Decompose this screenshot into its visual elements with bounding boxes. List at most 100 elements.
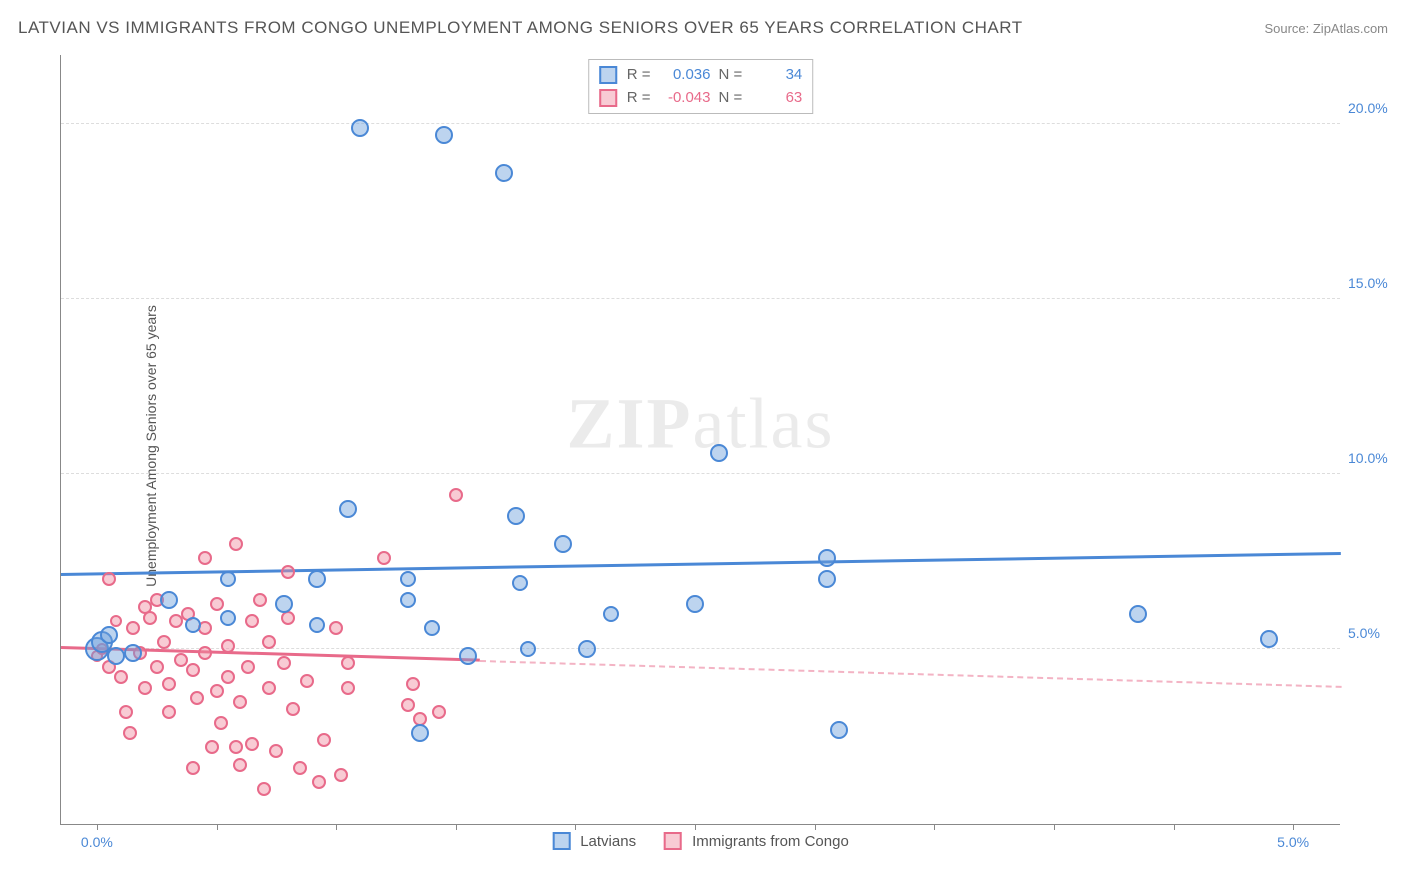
data-point xyxy=(143,611,157,625)
data-point xyxy=(603,606,619,622)
title-bar: LATVIAN VS IMMIGRANTS FROM CONGO UNEMPLO… xyxy=(18,18,1388,38)
gridline-h xyxy=(61,473,1340,474)
data-point xyxy=(309,617,325,633)
data-point xyxy=(162,705,176,719)
data-point xyxy=(507,507,525,525)
data-point xyxy=(233,695,247,709)
data-point xyxy=(449,488,463,502)
swatch-series2 xyxy=(664,832,682,850)
data-point xyxy=(157,635,171,649)
xtick xyxy=(1293,824,1294,830)
data-point xyxy=(220,571,236,587)
data-point xyxy=(205,740,219,754)
xtick xyxy=(97,824,98,830)
source-label: Source: ZipAtlas.com xyxy=(1264,21,1388,36)
data-point xyxy=(100,626,118,644)
data-point xyxy=(459,647,477,665)
data-point xyxy=(377,551,391,565)
data-point xyxy=(400,592,416,608)
data-point xyxy=(339,500,357,518)
xtick xyxy=(815,824,816,830)
stat-r-label: R = xyxy=(627,87,651,110)
data-point xyxy=(198,646,212,660)
xtick xyxy=(336,824,337,830)
data-point xyxy=(257,782,271,796)
swatch-series2 xyxy=(599,89,617,107)
data-point xyxy=(286,702,300,716)
data-point xyxy=(114,670,128,684)
swatch-series1 xyxy=(552,832,570,850)
data-point xyxy=(190,691,204,705)
data-point xyxy=(138,681,152,695)
data-point xyxy=(1260,630,1278,648)
gridline-h xyxy=(61,648,1340,649)
legend-stats-box: R = 0.036 N = 34 R = -0.043 N = 63 xyxy=(588,59,814,114)
data-point xyxy=(411,724,429,742)
xtick xyxy=(575,824,576,830)
data-point xyxy=(277,656,291,670)
data-point xyxy=(102,572,116,586)
data-point xyxy=(119,705,133,719)
data-point xyxy=(401,698,415,712)
swatch-series1 xyxy=(599,66,617,84)
data-point xyxy=(830,721,848,739)
data-point xyxy=(245,737,259,751)
stat-n-label: N = xyxy=(719,64,743,87)
stat-r-label: R = xyxy=(627,64,651,87)
data-point xyxy=(220,610,236,626)
data-point xyxy=(269,744,283,758)
data-point xyxy=(221,639,235,653)
data-point xyxy=(341,656,355,670)
xtick xyxy=(1174,824,1175,830)
data-point xyxy=(275,595,293,613)
trendline xyxy=(61,552,1341,576)
xtick xyxy=(695,824,696,830)
xtick xyxy=(1054,824,1055,830)
data-point xyxy=(198,551,212,565)
data-point xyxy=(124,644,142,662)
ytick-label: 5.0% xyxy=(1348,625,1398,641)
ytick-label: 15.0% xyxy=(1348,275,1398,291)
chart-title: LATVIAN VS IMMIGRANTS FROM CONGO UNEMPLO… xyxy=(18,18,1023,38)
data-point xyxy=(400,571,416,587)
xtick-label-right: 5.0% xyxy=(1277,834,1309,850)
data-point xyxy=(435,126,453,144)
data-point xyxy=(432,705,446,719)
data-point xyxy=(312,775,326,789)
data-point xyxy=(123,726,137,740)
data-point xyxy=(512,575,528,591)
data-point xyxy=(818,549,836,567)
data-point xyxy=(710,444,728,462)
data-point xyxy=(186,663,200,677)
data-point xyxy=(686,595,704,613)
data-point xyxy=(241,660,255,674)
data-point xyxy=(210,597,224,611)
legend-stats-row: R = -0.043 N = 63 xyxy=(599,87,803,110)
gridline-h xyxy=(61,123,1340,124)
plot-area: ZIPatlas R = 0.036 N = 34 R = -0.043 N =… xyxy=(60,55,1340,825)
stat-r-value: -0.043 xyxy=(659,87,711,110)
legend-series: Latvians Immigrants from Congo xyxy=(552,832,849,850)
data-point xyxy=(126,621,140,635)
data-point xyxy=(281,565,295,579)
data-point xyxy=(554,535,572,553)
data-point xyxy=(317,733,331,747)
trendline xyxy=(480,660,1341,688)
data-point xyxy=(351,119,369,137)
watermark: ZIPatlas xyxy=(567,383,835,466)
data-point xyxy=(160,591,178,609)
data-point xyxy=(818,570,836,588)
data-point xyxy=(281,611,295,625)
stat-n-value: 63 xyxy=(750,87,802,110)
legend-item: Latvians xyxy=(552,832,636,850)
data-point xyxy=(245,614,259,628)
xtick-label-left: 0.0% xyxy=(81,834,113,850)
data-point xyxy=(293,761,307,775)
data-point xyxy=(578,640,596,658)
ytick-label: 20.0% xyxy=(1348,100,1398,116)
stat-r-value: 0.036 xyxy=(659,64,711,87)
data-point xyxy=(186,761,200,775)
stat-n-value: 34 xyxy=(750,64,802,87)
xtick xyxy=(934,824,935,830)
data-point xyxy=(341,681,355,695)
